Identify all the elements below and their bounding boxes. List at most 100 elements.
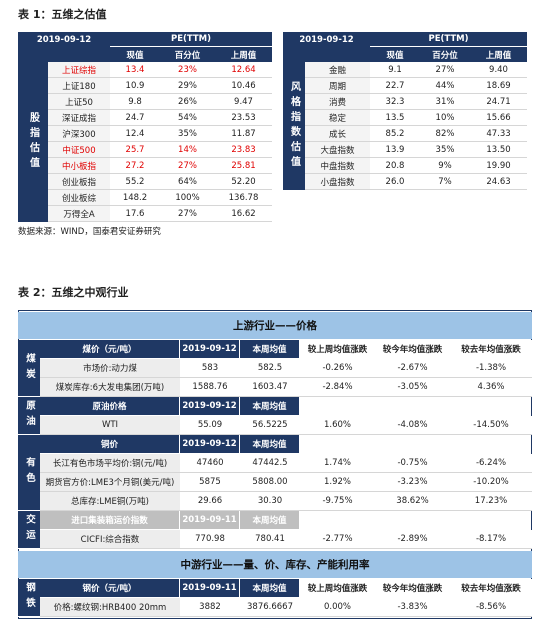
value-cell: 9.40 [470,62,527,78]
value-cell: 9.1 [370,62,420,78]
value-cell: -2.67% [375,359,450,378]
value-cell: 23.53 [215,110,272,126]
header-cell: 本周均值 [240,397,300,416]
value-cell: 20.8 [370,158,420,174]
group-label: 交运 [18,511,40,549]
group-label: 煤炭 [18,340,40,397]
value-cell: 1.74% [300,454,375,473]
value-cell: 25.81 [215,158,272,174]
value-cell: 24.7 [110,110,160,126]
value-cell: 12.4 [110,126,160,142]
header-bg [283,32,527,62]
row-label: 上证180 [48,78,110,94]
value-cell: 54% [160,110,215,126]
value-cell: 13.50 [470,142,527,158]
value-cell: 27% [160,206,215,222]
row-label: 周期 [305,78,370,94]
group-header: PE(TTM) [110,32,272,47]
row-label: 成长 [305,126,370,142]
value-cell: 15.66 [470,110,527,126]
header-cell: 较今年均值涨跌 [375,340,450,359]
value-cell: 44% [420,78,470,94]
row-label: WTI [40,416,180,435]
value-cell: -0.75% [375,454,450,473]
value-cell: 9% [420,158,470,174]
value-cell: 13.4 [110,62,160,78]
value-cell: 35% [420,142,470,158]
value-cell: 100% [160,190,215,206]
column-header: 上周值 [485,50,512,61]
section-header: 中游行业——量、价、库存、产能利用率 [18,551,532,578]
value-cell: 770.98 [180,530,240,549]
side-label: 股指估值 [18,62,48,222]
value-cell: -4.08% [375,416,450,435]
column-header: 现值 [126,50,144,61]
row-label: 上证综指 [48,62,110,78]
value-cell: 13.9 [370,142,420,158]
row-label: 小盘指数 [305,174,370,190]
table-title: 表 2：五维之中观行业 [18,286,129,299]
value-cell: 3876.6667 [240,598,300,617]
value-cell: 10% [420,110,470,126]
row-label: 上证50 [48,94,110,110]
value-cell: 5808.00 [240,473,300,492]
value-cell: 11.87 [215,126,272,142]
group-label: 有色 [18,435,40,511]
value-cell: 27% [420,62,470,78]
value-cell: 82% [420,126,470,142]
value-cell: -10.20% [450,473,532,492]
value-cell: 780.41 [240,530,300,549]
value-cell: 4.36% [450,378,532,397]
value-cell: -14.50% [450,416,532,435]
side-label: 风格指数估值 [283,62,305,190]
header-cell: 进口集装箱运价指数 [40,511,180,530]
value-cell: -0.26% [300,359,375,378]
value-cell: 18.69 [470,78,527,94]
value-cell: 1603.47 [240,378,300,397]
row-label: 市场价:动力煤 [40,359,180,378]
value-cell: 64% [160,174,215,190]
header-cell: 较上周均值涨跌 [300,340,375,359]
value-cell: 5875 [180,473,240,492]
row-label: 中盘指数 [305,158,370,174]
header-cell: 2019-09-11 [180,579,240,598]
row-label: 稳定 [305,110,370,126]
row-label: 万得全A [48,206,110,222]
value-cell: 582.5 [240,359,300,378]
row-label: CICFI:综合指数 [40,530,180,549]
value-cell: 56.5225 [240,416,300,435]
header-cell: 本周均值 [240,579,300,598]
date-header: 2019-09-12 [299,35,354,45]
value-cell: 31% [420,94,470,110]
header-cell: 较去年均值涨跌 [450,579,532,598]
value-cell: 3882 [180,598,240,617]
value-cell: 1.92% [300,473,375,492]
header-cell: 原油价格 [40,397,180,416]
value-cell: -2.89% [375,530,450,549]
header-cell: 较上周均值涨跌 [300,579,375,598]
value-cell: 47442.5 [240,454,300,473]
value-cell: 29.66 [180,492,240,511]
value-cell: 7% [420,174,470,190]
header-bg [18,32,272,62]
value-cell: 38.62% [375,492,450,511]
value-cell: -6.24% [450,454,532,473]
value-cell: -2.84% [300,378,375,397]
value-cell: 16.62 [215,206,272,222]
value-cell: 10.46 [215,78,272,94]
value-cell: 27% [160,158,215,174]
column-header: 现值 [386,50,404,61]
value-cell: -8.56% [450,598,532,617]
value-cell: 12.64 [215,62,272,78]
value-cell: 32.3 [370,94,420,110]
header-cell: 本周均值 [240,511,300,530]
value-cell: 9.8 [110,94,160,110]
header-cell: 较今年均值涨跌 [375,579,450,598]
header-cell: 2019-09-12 [180,340,240,359]
row-label: 煤炭库存:6大发电集团(万吨) [40,378,180,397]
row-label: 总库存:LME铜(万吨) [40,492,180,511]
value-cell: -1.38% [450,359,532,378]
value-cell: 23.83 [215,142,272,158]
row-label: 金融 [305,62,370,78]
value-cell: 55.09 [180,416,240,435]
